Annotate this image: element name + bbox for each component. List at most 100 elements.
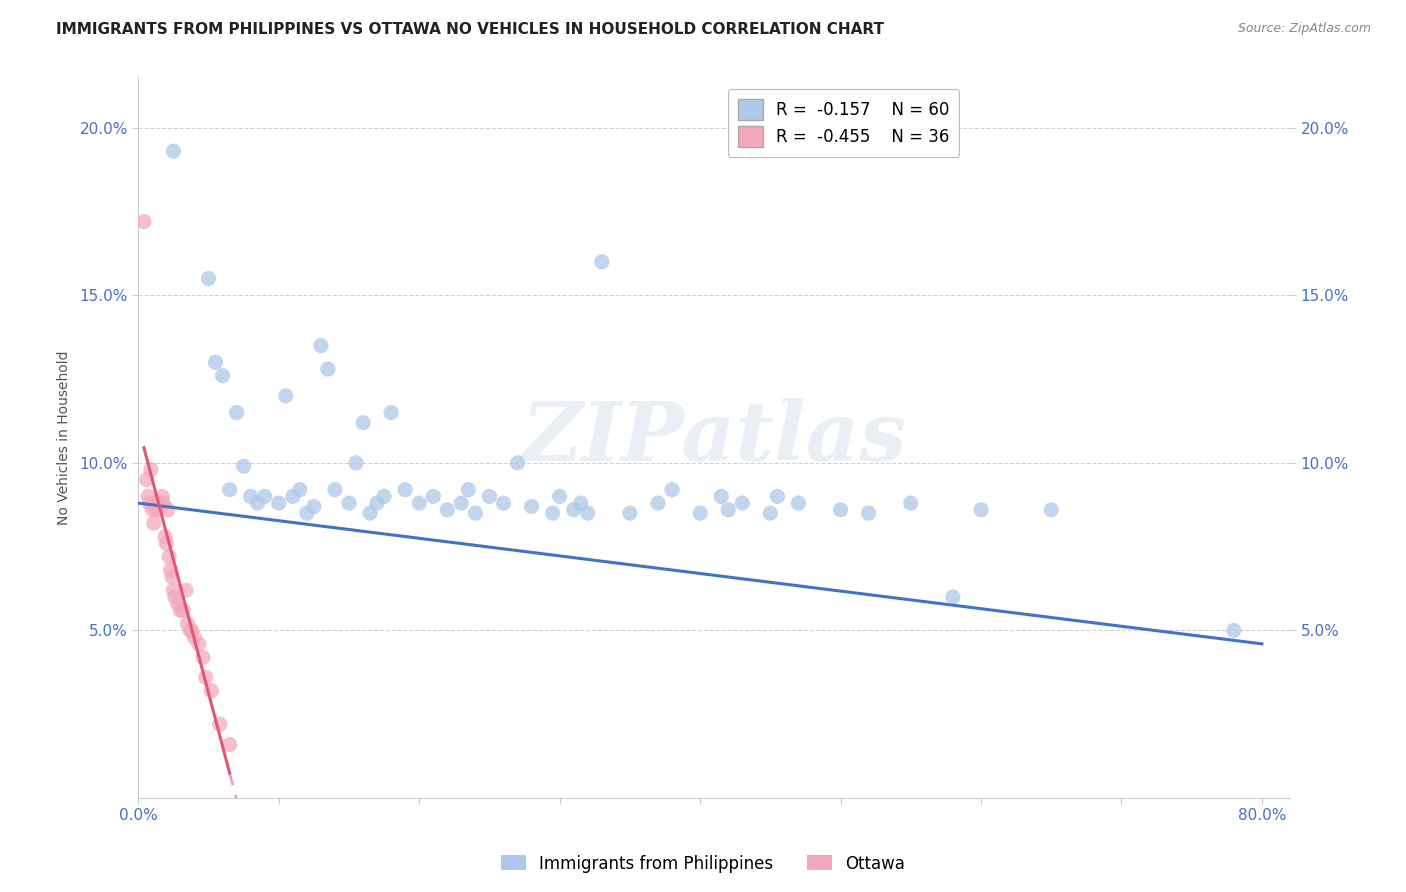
Point: [942, 590, 965, 604]
Legend: R =  -0.157    N = 60, R =  -0.455    N = 36: R = -0.157 N = 60, R = -0.455 N = 36: [727, 89, 959, 157]
Point: [200, 683, 222, 698]
Point: [160, 570, 183, 584]
Point: [661, 483, 683, 497]
Point: [344, 456, 367, 470]
Point: [211, 368, 233, 383]
Point: [145, 503, 167, 517]
Point: [135, 473, 157, 487]
Point: [143, 496, 166, 510]
Point: [352, 416, 374, 430]
Point: [1040, 503, 1063, 517]
Point: [731, 496, 754, 510]
Point: [191, 650, 214, 665]
Text: Source: ZipAtlas.com: Source: ZipAtlas.com: [1237, 22, 1371, 36]
Point: [548, 490, 571, 504]
Point: [218, 483, 240, 497]
Point: [162, 583, 184, 598]
Point: [366, 496, 388, 510]
Point: [187, 637, 209, 651]
Point: [288, 483, 311, 497]
Point: [1223, 624, 1246, 638]
Point: [149, 496, 172, 510]
Point: [155, 536, 177, 550]
Point: [281, 490, 304, 504]
Point: [136, 490, 159, 504]
Point: [569, 496, 592, 510]
Point: [139, 462, 162, 476]
Point: [787, 496, 810, 510]
Point: [591, 254, 613, 268]
Point: [246, 496, 269, 510]
Point: [253, 490, 276, 504]
Point: [156, 503, 179, 517]
Point: [302, 500, 325, 514]
Point: [166, 597, 188, 611]
Point: [436, 503, 458, 517]
Point: [464, 506, 486, 520]
Point: [148, 503, 170, 517]
Point: [422, 490, 444, 504]
Point: [183, 630, 205, 644]
Point: [359, 506, 381, 520]
Point: [450, 496, 472, 510]
Point: [204, 355, 226, 369]
Point: [830, 503, 852, 517]
Point: [159, 563, 181, 577]
Point: [225, 406, 247, 420]
Point: [232, 459, 254, 474]
Point: [900, 496, 922, 510]
Point: [132, 214, 155, 228]
Point: [478, 490, 501, 504]
Point: [142, 516, 165, 531]
Point: [710, 490, 733, 504]
Point: [180, 624, 202, 638]
Point: [541, 506, 564, 520]
Point: [141, 503, 163, 517]
Point: [766, 490, 789, 504]
Point: [689, 506, 711, 520]
Point: [172, 603, 194, 617]
Point: [295, 506, 318, 520]
Point: [197, 271, 219, 285]
Point: [562, 503, 585, 517]
Point: [457, 483, 479, 497]
Point: [373, 490, 395, 504]
Text: IMMIGRANTS FROM PHILIPPINES VS OTTAWA NO VEHICLES IN HOUSEHOLD CORRELATION CHART: IMMIGRANTS FROM PHILIPPINES VS OTTAWA NO…: [56, 22, 884, 37]
Point: [267, 496, 290, 510]
Point: [759, 506, 782, 520]
Point: [194, 670, 217, 684]
Point: [239, 490, 262, 504]
Point: [218, 738, 240, 752]
Point: [576, 506, 599, 520]
Point: [309, 338, 332, 352]
Point: [153, 530, 176, 544]
Point: [316, 362, 339, 376]
Point: [337, 496, 360, 510]
Point: [408, 496, 430, 510]
Y-axis label: No Vehicles in Household: No Vehicles in Household: [58, 351, 72, 525]
Legend: Immigrants from Philippines, Ottawa: Immigrants from Philippines, Ottawa: [495, 848, 911, 880]
Point: [163, 590, 186, 604]
Point: [176, 616, 198, 631]
Text: ZIPatlas: ZIPatlas: [522, 398, 907, 478]
Point: [179, 624, 201, 638]
Point: [162, 144, 184, 158]
Point: [619, 506, 641, 520]
Point: [380, 406, 402, 420]
Point: [152, 496, 174, 510]
Point: [208, 717, 231, 731]
Point: [858, 506, 880, 520]
Point: [717, 503, 740, 517]
Point: [157, 549, 180, 564]
Point: [146, 496, 169, 510]
Point: [274, 389, 297, 403]
Point: [970, 503, 993, 517]
Point: [394, 483, 416, 497]
Point: [174, 583, 197, 598]
Point: [506, 456, 529, 470]
Point: [138, 496, 160, 510]
Point: [323, 483, 346, 497]
Point: [520, 500, 543, 514]
Point: [647, 496, 669, 510]
Point: [169, 603, 191, 617]
